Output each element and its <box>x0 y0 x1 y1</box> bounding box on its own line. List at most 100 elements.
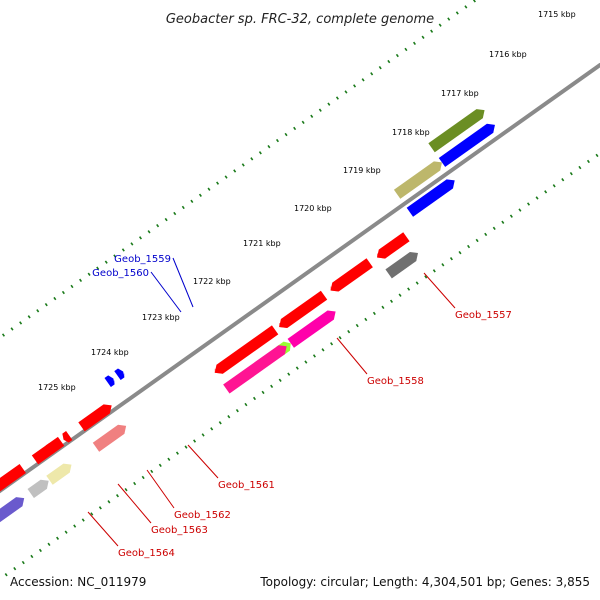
scale-tick <box>235 408 239 413</box>
tick-label: 1725 kbp <box>38 383 76 392</box>
gene-feature <box>62 431 73 443</box>
scale-tick <box>327 102 331 106</box>
scale-tick <box>133 481 137 486</box>
scale-tick <box>395 53 399 58</box>
feature-face <box>214 325 279 374</box>
scale-tick <box>398 293 402 297</box>
scale-tick <box>158 463 162 468</box>
gene-feature <box>428 109 485 153</box>
feature-face <box>0 477 7 492</box>
scale-tick <box>475 238 479 243</box>
tick-label: 1719 kbp <box>343 166 381 175</box>
scale-tick <box>353 84 357 88</box>
scale-tick <box>310 114 314 118</box>
scale-tick <box>424 275 428 279</box>
tick-label: 1722 kbp <box>193 277 231 286</box>
scale-tick <box>38 548 42 553</box>
gene-feature <box>279 290 328 329</box>
scale-tick <box>210 427 214 431</box>
gene-feature <box>377 232 410 259</box>
scale-tick <box>449 257 453 261</box>
scale-tick <box>36 309 40 313</box>
gene-label: Geob_1564 <box>118 548 175 559</box>
scale-tick <box>387 59 391 64</box>
scale-tick <box>432 269 436 273</box>
scale-tick <box>318 108 322 112</box>
tick-label: 1715 kbp <box>538 10 576 19</box>
tick-labels: 1715 kbp 1716 kbp 1717 kbp 1718 kbp 1719 kbp… <box>38 10 576 392</box>
scale-tick <box>295 366 299 370</box>
scale-tick <box>361 78 365 82</box>
geob-1558-feature <box>223 345 287 394</box>
scale-tick <box>407 287 411 291</box>
scale-tick <box>79 278 83 283</box>
label-leader <box>187 444 219 479</box>
tick-label: 1721 kbp <box>243 239 281 248</box>
accession-text: Accession: NC_011979 <box>10 575 146 589</box>
feature-face <box>287 310 336 348</box>
scale-tick <box>258 151 262 155</box>
scale-tick <box>224 175 228 179</box>
scale-tick <box>552 184 556 188</box>
scale-tick <box>193 439 197 443</box>
feature-face <box>46 463 72 485</box>
backbone-line <box>0 63 600 494</box>
scale-tick <box>181 205 185 210</box>
scale-tick <box>150 469 154 474</box>
geob-1564-feature <box>0 497 25 523</box>
gene-label: Geob_1559 <box>114 254 171 265</box>
label-leader <box>336 337 368 375</box>
feature-face <box>92 424 127 452</box>
scale-tick <box>301 120 305 125</box>
label-leader <box>172 257 194 308</box>
feature-face <box>393 161 442 199</box>
label-leader <box>117 483 152 524</box>
feature-face <box>330 258 373 292</box>
feature-face <box>114 368 125 381</box>
gene-label: Geob_1561 <box>218 480 275 491</box>
scale-tick <box>1 333 5 337</box>
feature-face <box>385 252 418 279</box>
gene-labels: Geob_1557 Geob_1558 Geob_1559 Geob_1560 Geob… <box>87 254 512 559</box>
map-title: Geobacter sp. FRC-32, complete genome <box>166 12 434 27</box>
feature-face <box>279 290 328 329</box>
scale-tick <box>56 536 60 540</box>
scale-tick <box>472 0 476 3</box>
scale-tick <box>216 181 220 185</box>
feature-face <box>78 404 112 432</box>
scale-tick <box>218 421 222 425</box>
feature-face <box>438 123 495 167</box>
scale-tick <box>96 266 100 270</box>
scale-tick <box>278 378 282 382</box>
scale-tick <box>73 524 77 528</box>
gene-label: Geob_1558 <box>367 376 424 387</box>
scale-tick <box>526 202 531 206</box>
scale-tick <box>389 299 394 303</box>
scale-tick <box>270 384 274 389</box>
scale-tick <box>330 342 334 346</box>
scale-tick <box>372 311 376 316</box>
scale-tick <box>90 512 94 516</box>
tick-label: 1716 kbp <box>489 50 527 59</box>
scale-tick <box>421 35 425 39</box>
label-leader <box>87 511 119 547</box>
feature-edge <box>0 464 20 478</box>
scale-tick <box>184 445 188 449</box>
scale-tick <box>284 132 288 137</box>
scale-tick <box>561 178 565 182</box>
scale-tick <box>501 220 505 224</box>
scale-tick <box>30 554 34 559</box>
gene-feature <box>438 123 495 167</box>
tick-label: 1723 kbp <box>142 313 180 322</box>
tick-label: 1718 kbp <box>392 128 430 137</box>
feature-face <box>377 232 410 259</box>
scale-tick <box>412 41 417 46</box>
scale-tick <box>586 159 590 164</box>
scale-tick <box>595 153 599 158</box>
scale-tick <box>544 190 548 194</box>
scale-tick <box>138 236 143 240</box>
gene-label: Geob_1560 <box>92 268 149 279</box>
scale-tick <box>21 560 25 565</box>
gene-feature <box>0 477 7 492</box>
